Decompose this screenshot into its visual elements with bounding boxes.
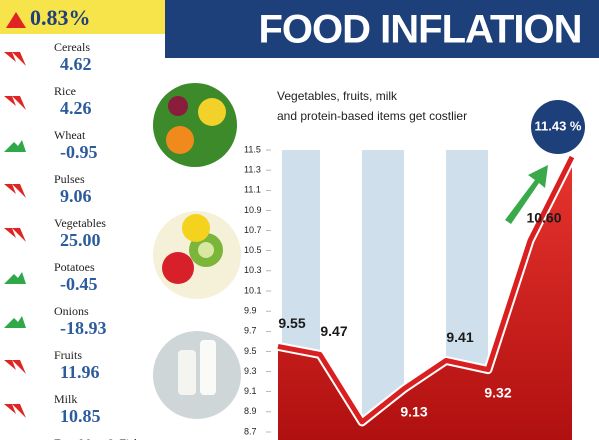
item-name: Egg, Meat & Fish: [54, 436, 140, 440]
item-name: Fruits: [54, 348, 82, 362]
item-value: 4.26: [60, 98, 92, 118]
y-tick-label: 10.5: [244, 245, 262, 255]
item-name: Rice: [54, 84, 76, 98]
title: FOOD INFLATION: [259, 8, 582, 52]
y-tick-label: 10.9: [244, 205, 262, 215]
y-tick-label: 10.3: [244, 265, 262, 275]
y-tick-label: 8.9: [244, 406, 257, 416]
item-name: Pulses: [54, 172, 85, 186]
item-value: -0.95: [60, 142, 98, 162]
y-tick-label: 10.1: [244, 285, 262, 295]
food-photo: [153, 211, 241, 299]
y-tick-label: 9.1: [244, 386, 257, 396]
item-value: -18.93: [60, 318, 107, 338]
y-tick-label: 11.1: [244, 185, 261, 195]
y-tick-label: 11.3: [244, 165, 261, 175]
item-name: Vegetables: [54, 216, 106, 230]
item-value: 4.62: [60, 54, 92, 74]
item-value: 9.06: [60, 186, 92, 206]
y-tick-label: 9.7: [244, 326, 257, 336]
food-photo: [153, 331, 241, 419]
item-name: Cereals: [54, 40, 90, 54]
y-tick-label: 11.5: [244, 144, 261, 154]
data-label: 10.60: [526, 209, 561, 225]
item-value: -0.45: [60, 274, 98, 294]
item-name: Potatoes: [54, 260, 95, 274]
y-tick-label: 9.9: [244, 306, 257, 316]
y-tick-label: 8.7: [244, 426, 257, 436]
item-value: 10.85: [60, 406, 101, 426]
data-label: 11.43 %: [535, 118, 582, 133]
item-value: 11.96: [60, 362, 100, 382]
data-label: 9.13: [400, 403, 427, 419]
infographic: FOOD INFLATION 0.83% Vegetables, fruits,…: [0, 0, 599, 440]
item-name: Onions: [54, 304, 89, 318]
y-tick-label: 9.3: [244, 366, 257, 376]
y-tick-label: 10.7: [244, 225, 262, 235]
item-value: 25.00: [60, 230, 101, 250]
data-label: 9.41: [446, 329, 473, 345]
item-name: Wheat: [54, 128, 86, 142]
data-label: 9.47: [320, 323, 347, 339]
y-tick-label: 9.5: [244, 346, 257, 356]
food-photo: [153, 83, 237, 167]
data-label: 9.32: [484, 384, 511, 400]
data-label: 9.55: [278, 315, 305, 331]
item-name: Milk: [54, 392, 77, 406]
headline-value: 0.83%: [30, 5, 91, 30]
